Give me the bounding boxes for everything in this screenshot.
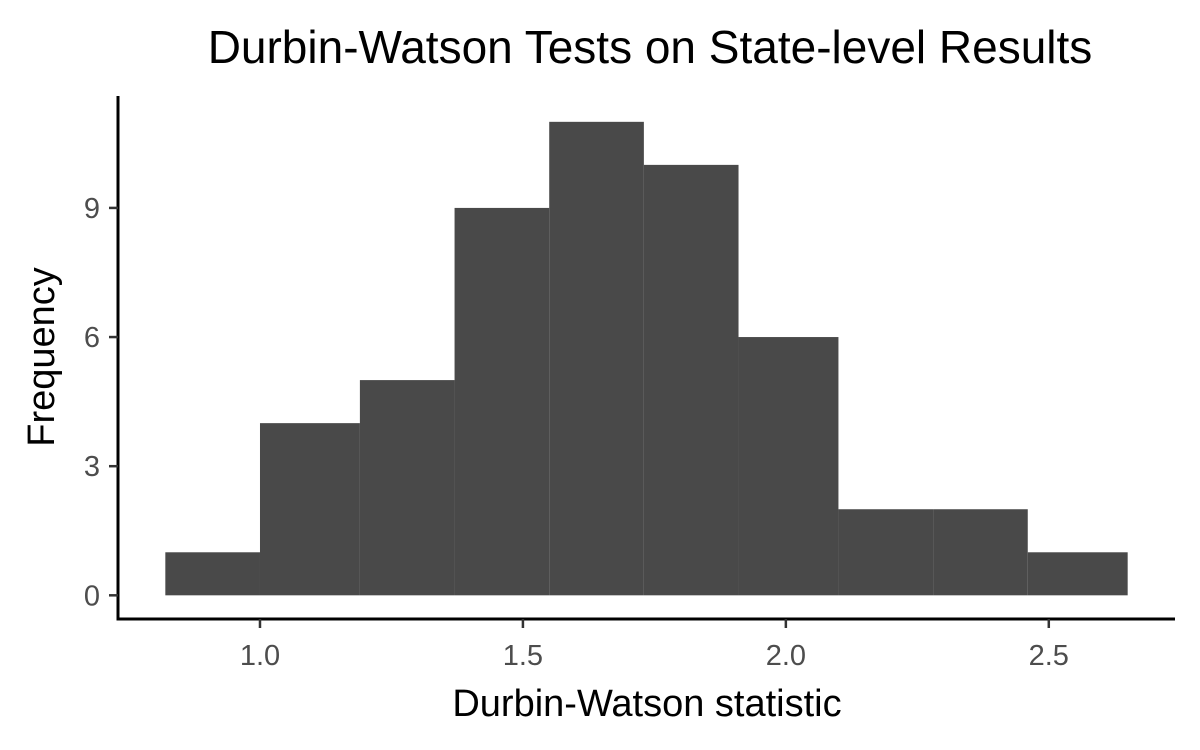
y-tick-label: 0 bbox=[84, 580, 100, 612]
histogram-bar-6 bbox=[643, 164, 739, 596]
axes bbox=[116, 96, 1175, 621]
y-tick-label: 3 bbox=[84, 451, 100, 483]
histogram-bar-10 bbox=[1027, 552, 1128, 596]
histogram-bar-7 bbox=[738, 337, 839, 596]
histogram-bar-4 bbox=[454, 207, 550, 596]
y-tick-label: 6 bbox=[84, 322, 100, 354]
histogram-bar-8 bbox=[838, 509, 934, 596]
x-tick-label: 1.0 bbox=[240, 640, 280, 672]
histogram-bar-1 bbox=[165, 552, 260, 596]
y-axis-title: Frequency bbox=[21, 267, 63, 447]
x-tick-label: 2.0 bbox=[766, 640, 806, 672]
x-tick-label: 2.5 bbox=[1029, 640, 1069, 672]
chart-title: Durbin-Watson Tests on State-level Resul… bbox=[208, 21, 1093, 73]
x-axis-ticks: 1.0 1.5 2.0 2.5 bbox=[240, 619, 1069, 672]
histogram-bar-3 bbox=[359, 380, 455, 596]
histogram-bars bbox=[165, 121, 1128, 596]
y-tick-label: 9 bbox=[84, 193, 100, 225]
x-tick-label: 1.5 bbox=[503, 640, 543, 672]
histogram-bar-2 bbox=[259, 423, 360, 596]
x-axis-title: Durbin-Watson statistic bbox=[452, 683, 841, 725]
histogram-bar-5 bbox=[549, 121, 644, 596]
histogram-bar-9 bbox=[933, 509, 1028, 596]
y-axis-ticks: 0 3 6 9 bbox=[84, 193, 118, 612]
